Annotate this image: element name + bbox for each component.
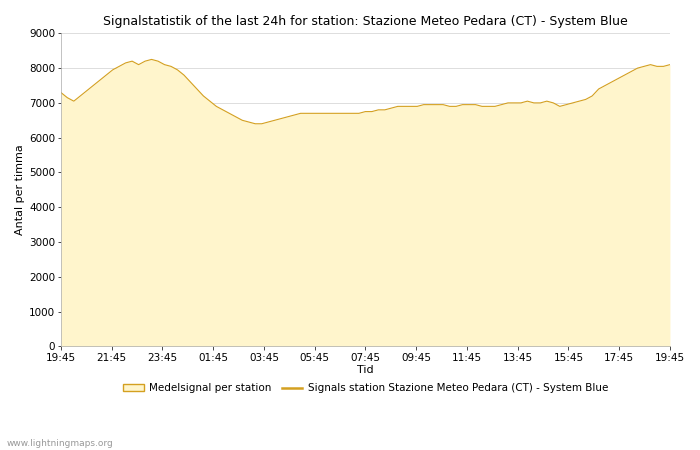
- X-axis label: Tid: Tid: [357, 364, 374, 375]
- Legend: Medelsignal per station, Signals station Stazione Meteo Pedara (CT) - System Blu: Medelsignal per station, Signals station…: [118, 379, 612, 397]
- Y-axis label: Antal per timma: Antal per timma: [15, 144, 25, 235]
- Text: www.lightningmaps.org: www.lightningmaps.org: [7, 439, 113, 448]
- Title: Signalstatistik of the last 24h for station: Stazione Meteo Pedara (CT) - System: Signalstatistik of the last 24h for stat…: [103, 15, 628, 28]
